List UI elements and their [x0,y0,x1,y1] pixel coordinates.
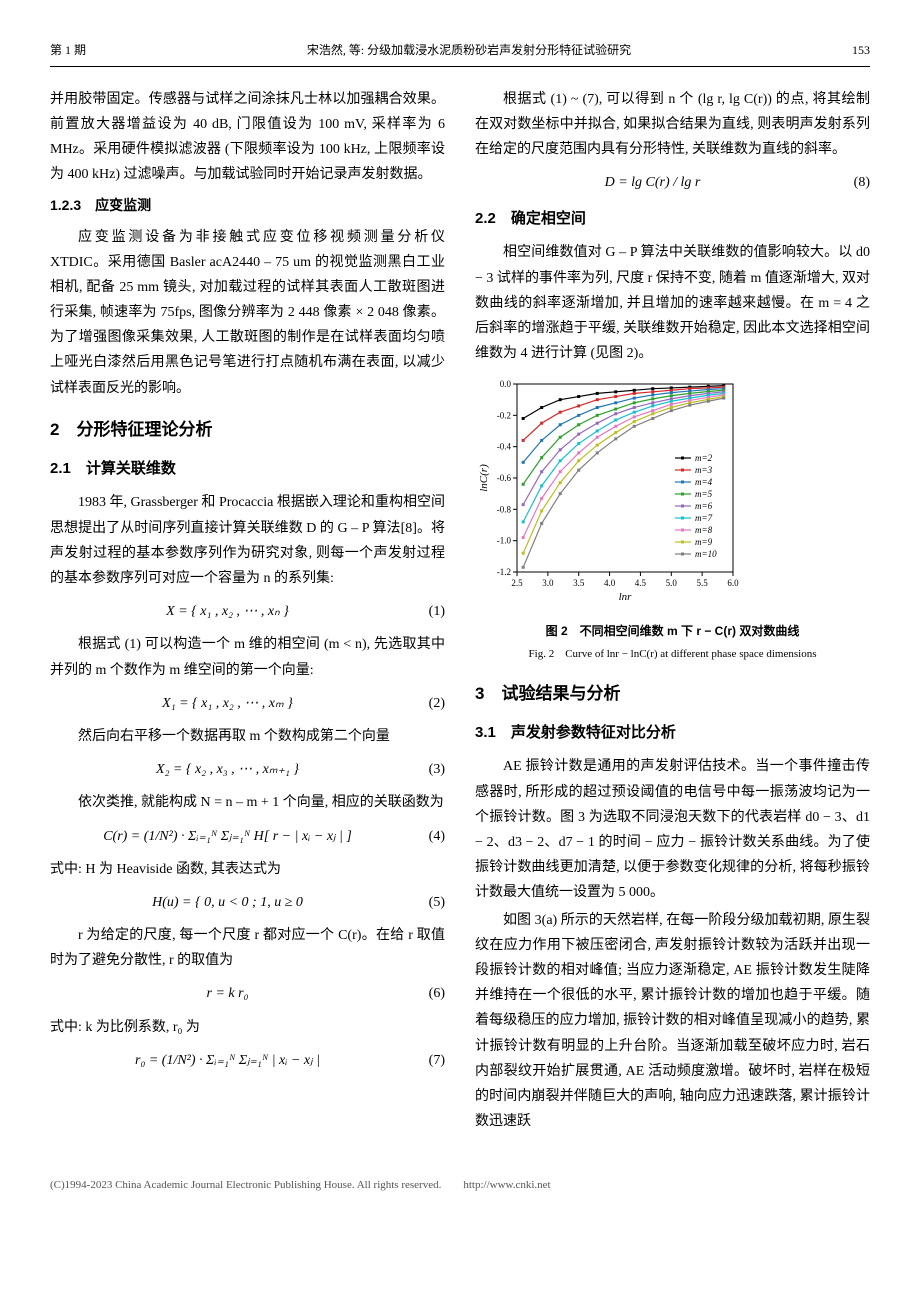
svg-text:4.0: 4.0 [604,578,616,588]
equation-2: X₁ = { x₁ , x₂ , ⋯ , xₘ } (2) [50,691,445,716]
equation-number: (7) [405,1048,445,1073]
equation-body: H(u) = { 0, u < 0 ; 1, u ≥ 0 [50,890,405,915]
svg-text:2.5: 2.5 [511,578,523,588]
svg-text:m=5: m=5 [695,489,713,499]
svg-text:m=4: m=4 [695,477,713,487]
equation-body: X₂ = { x₂ , x₃ , ⋯ , xₘ₊₁ } [50,757,405,782]
svg-text:6.0: 6.0 [727,578,739,588]
figure-2-caption-cn: 图 2 不同相空间维数 m 下 r − C(r) 双对数曲线 [475,621,870,643]
svg-text:4.5: 4.5 [635,578,647,588]
left-column: 并用胶带固定。传感器与试样之间涂抹凡士林以加强耦合效果。前置放大器增益设为 40… [50,87,445,1137]
equation-body: D = lg C(r) / lg r [475,170,830,195]
svg-text:5.0: 5.0 [666,578,678,588]
para: 1983 年, Grassberger 和 Procaccia 根据嵌入理论和重… [50,490,445,591]
equation-number: (6) [405,981,445,1006]
equation-8: D = lg C(r) / lg r (8) [475,170,870,195]
para: 然后向右平移一个数据再取 m 个数构成第二个向量 [50,724,445,749]
para: 相空间维数值对 G – P 算法中关联维数的值影响较大。以 d0 − 3 试样的… [475,240,870,366]
heading-2-1: 2.1 计算关联维数 [50,455,445,482]
equation-body: X = { x₁ , x₂ , ⋯ , xₙ } [50,599,405,624]
equation-number: (4) [405,824,445,849]
chart-svg: 2.5 3.0 3.5 4.0 4.5 5.0 5.5 6.0 -1.2 -1.0 -0.8 -0.6… [475,374,805,604]
para: AE 振铃计数是通用的声发射评估技术。当一个事件撞击传感器时, 所形成的超过预设… [475,754,870,905]
para: 根据式 (1) ~ (7), 可以得到 n 个 (lg r, lg C(r)) … [475,87,870,163]
heading-2: 2 分形特征理论分析 [50,415,445,446]
equation-6: r = k r₀ (6) [50,981,445,1006]
equation-body: r = k r₀ [50,981,405,1006]
svg-text:m=9: m=9 [695,537,713,547]
svg-text:-0.4: -0.4 [497,442,512,452]
para: 并用胶带固定。传感器与试样之间涂抹凡士林以加强耦合效果。前置放大器增益设为 40… [50,87,445,188]
equation-number: (1) [405,599,445,624]
page-header: 第 1 期 宋浩然, 等: 分级加载浸水泥质粉砂岩声发射分形特征试验研究 153 [50,40,870,67]
figure-2-caption-en: Fig. 2 Curve of lnr − lnC(r) at differen… [475,645,870,665]
svg-text:m=3: m=3 [695,465,713,475]
heading-1-2-3: 1.2.3 应变监测 [50,193,445,218]
svg-text:-1.0: -1.0 [497,536,512,546]
para: 式中: k 为比例系数, r₀ 为 [50,1015,445,1040]
equation-4: C(r) = (1/N²) · Σᵢ₌₁ᴺ Σⱼ₌₁ᴺ H[ r − | xᵢ … [50,824,445,849]
equation-body: C(r) = (1/N²) · Σᵢ₌₁ᴺ Σⱼ₌₁ᴺ H[ r − | xᵢ … [50,824,405,849]
equation-body: r₀ = (1/N²) · Σᵢ₌₁ᴺ Σⱼ₌₁ᴺ | xᵢ − xⱼ | [50,1048,405,1073]
svg-text:3.0: 3.0 [542,578,554,588]
heading-3-1: 3.1 声发射参数特征对比分析 [475,719,870,746]
heading-3: 3 试验结果与分析 [475,679,870,710]
right-column: 根据式 (1) ~ (7), 可以得到 n 个 (lg r, lg C(r)) … [475,87,870,1137]
figure-2-chart: 2.5 3.0 3.5 4.0 4.5 5.0 5.5 6.0 -1.2 -1.0 -0.8 -0.6… [475,374,870,613]
svg-text:m=7: m=7 [695,513,713,523]
header-left: 第 1 期 [50,40,86,62]
svg-text:3.5: 3.5 [573,578,585,588]
svg-text:lnC(r): lnC(r) [478,464,490,492]
para: 式中: H 为 Heaviside 函数, 其表达式为 [50,857,445,882]
page-footer: (C)1994-2023 China Academic Journal Elec… [50,1176,870,1196]
svg-text:lnr: lnr [619,591,633,603]
header-right: 153 [852,40,870,62]
svg-text:m=10: m=10 [695,549,717,559]
equation-number: (8) [830,170,870,195]
para: 依次类推, 就能构成 N = n – m + 1 个向量, 相应的关联函数为 [50,790,445,815]
svg-text:m=8: m=8 [695,525,713,535]
svg-text:m=2: m=2 [695,453,713,463]
equation-1: X = { x₁ , x₂ , ⋯ , xₙ } (1) [50,599,445,624]
para: 如图 3(a) 所示的天然岩样, 在每一阶段分级加载初期, 原生裂纹在应力作用下… [475,908,870,1135]
equation-body: X₁ = { x₁ , x₂ , ⋯ , xₘ } [50,691,405,716]
equation-5: H(u) = { 0, u < 0 ; 1, u ≥ 0 (5) [50,890,445,915]
svg-text:0.0: 0.0 [500,379,512,389]
header-center: 宋浩然, 等: 分级加载浸水泥质粉砂岩声发射分形特征试验研究 [307,40,631,62]
svg-text:-0.2: -0.2 [497,411,511,421]
para: 应变监测设备为非接触式应变位移视频测量分析仪 XTDIC。采用德国 Basler… [50,225,445,401]
para: 根据式 (1) 可以构造一个 m 维的相空间 (m < n), 先选取其中并列的… [50,632,445,682]
content-columns: 并用胶带固定。传感器与试样之间涂抹凡士林以加强耦合效果。前置放大器增益设为 40… [50,87,870,1137]
svg-text:-1.2: -1.2 [497,567,511,577]
para: r 为给定的尺度, 每一个尺度 r 都对应一个 C(r)。在给 r 取值时为了避… [50,923,445,973]
equation-number: (2) [405,691,445,716]
equation-7: r₀ = (1/N²) · Σᵢ₌₁ᴺ Σⱼ₌₁ᴺ | xᵢ − xⱼ | (7… [50,1048,445,1073]
svg-text:5.5: 5.5 [697,578,709,588]
svg-text:-0.6: -0.6 [497,473,512,483]
equation-3: X₂ = { x₂ , x₃ , ⋯ , xₘ₊₁ } (3) [50,757,445,782]
equation-number: (5) [405,890,445,915]
heading-2-2: 2.2 确定相空间 [475,205,870,232]
equation-number: (3) [405,757,445,782]
svg-text:m=6: m=6 [695,501,713,511]
svg-text:-0.8: -0.8 [497,505,512,515]
